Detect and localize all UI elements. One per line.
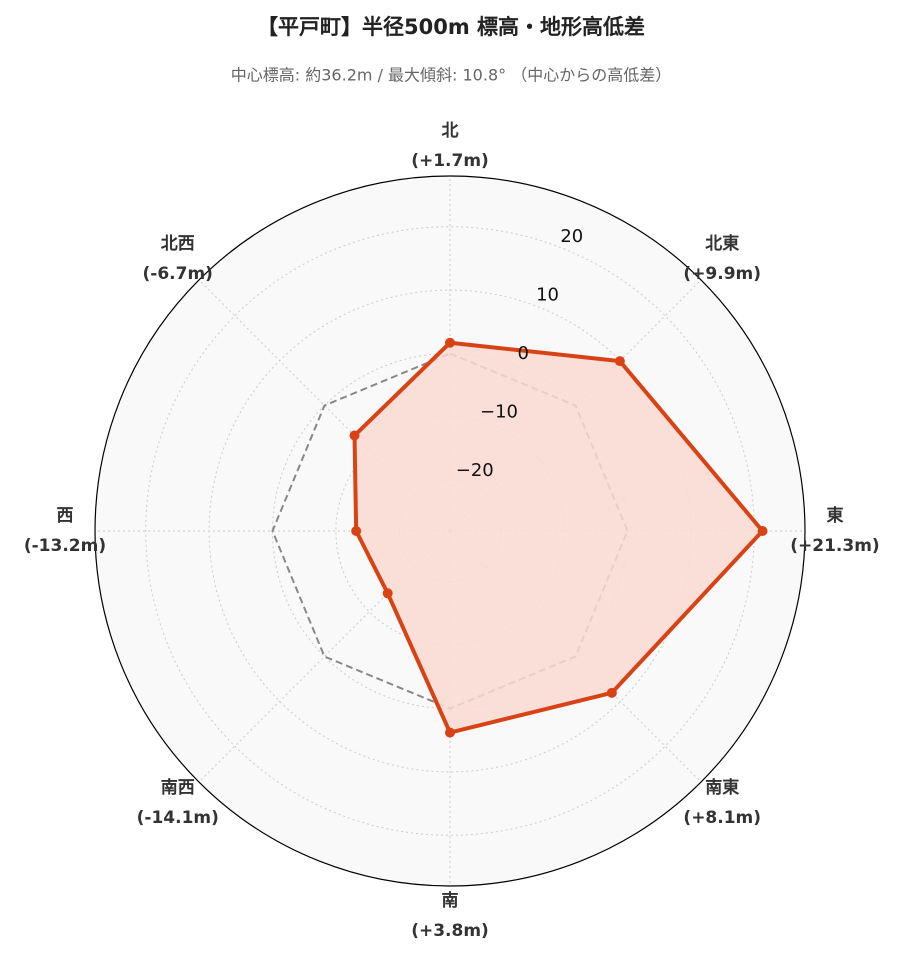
category-label: 南西 bbox=[161, 777, 195, 798]
value-label: (-6.7m) bbox=[143, 264, 213, 284]
data-point bbox=[606, 687, 617, 698]
chart-subtitle: 中心標高: 約36.2m / 最大傾斜: 10.8° （中心からの高低差） bbox=[231, 66, 671, 85]
r-tick-label: 0 bbox=[518, 343, 529, 364]
spoke bbox=[449, 530, 702, 783]
spoke bbox=[449, 279, 702, 532]
data-point bbox=[614, 356, 625, 367]
data-point bbox=[351, 526, 362, 536]
category-label: 北東 bbox=[705, 233, 739, 254]
r-tick-label: −20 bbox=[456, 460, 494, 481]
plot-border bbox=[94, 175, 806, 887]
category-label: 北 bbox=[442, 121, 459, 141]
value-label: (+8.1m) bbox=[683, 808, 761, 828]
r-tick-label: −10 bbox=[480, 402, 518, 423]
value-label: (-14.1m) bbox=[137, 808, 219, 828]
value-label: (+9.9m) bbox=[683, 264, 761, 284]
data-point bbox=[757, 526, 768, 536]
data-point bbox=[349, 430, 360, 441]
r-tick-label: 20 bbox=[560, 226, 583, 247]
category-label: 北西 bbox=[161, 234, 195, 254]
data-point bbox=[445, 337, 455, 348]
category-label: 南東 bbox=[705, 777, 739, 798]
chart-title: 【平戸町】半径500m 標高・地形高低差 bbox=[257, 15, 645, 39]
category-label: 西 bbox=[57, 506, 74, 526]
spoke bbox=[198, 530, 451, 783]
spoke bbox=[198, 279, 451, 532]
r-tick-label: 10 bbox=[536, 285, 559, 306]
category-label: 東 bbox=[827, 505, 844, 526]
data-point bbox=[382, 588, 393, 599]
value-label: (+21.3m) bbox=[790, 536, 879, 556]
value-label: (+3.8m) bbox=[411, 921, 489, 941]
value-label: (-13.2m) bbox=[24, 536, 106, 556]
category-label: 南 bbox=[442, 890, 459, 911]
data-point bbox=[445, 727, 455, 738]
value-label: (+1.7m) bbox=[411, 151, 489, 171]
